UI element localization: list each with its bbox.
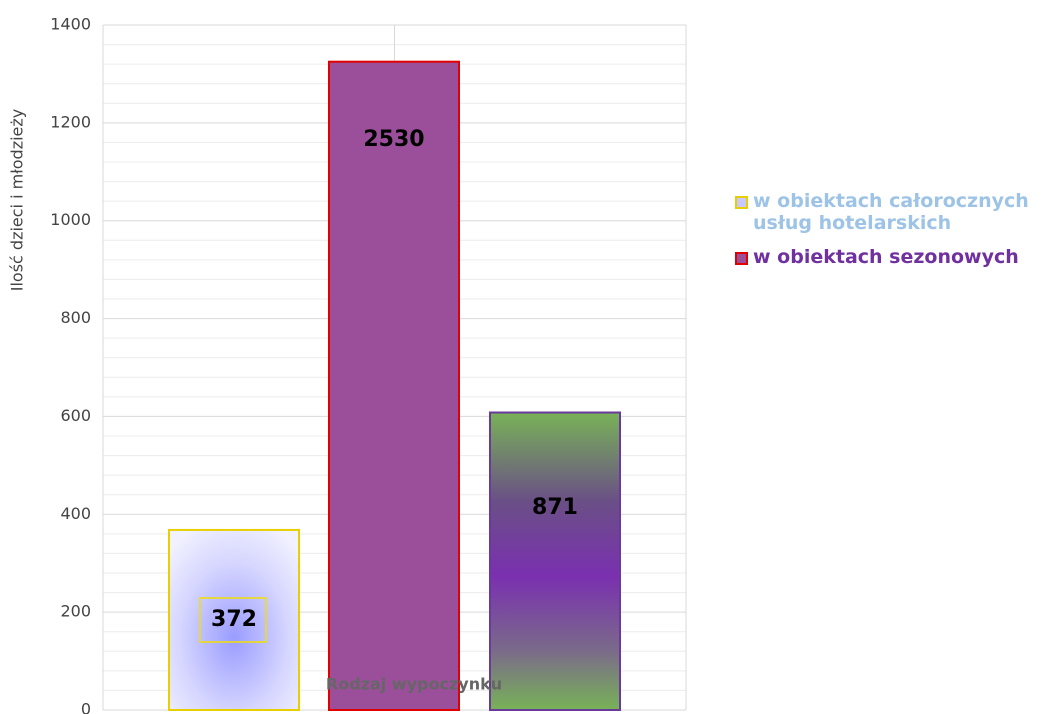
bar — [168, 528, 300, 712]
legend-swatch — [735, 252, 748, 265]
bar — [489, 411, 621, 711]
y-tick-label: 0 — [81, 700, 91, 714]
legend: w obiektach całorocznych usług hotelarsk… — [735, 190, 1055, 280]
data-label: 871 — [532, 495, 578, 520]
y-tick-label: 800 — [60, 308, 91, 327]
y-tick-label: 200 — [60, 602, 91, 621]
y-axis-title: Ilość dzieci i młodzieży — [8, 109, 27, 292]
y-tick-label: 1400 — [50, 15, 91, 34]
legend-swatch — [735, 196, 748, 209]
legend-label: w obiektach sezonowych — [753, 246, 1019, 268]
x-axis-title: Rodzaj wypoczynku — [326, 675, 502, 694]
y-tick-label: 400 — [60, 504, 91, 523]
bar — [328, 60, 460, 712]
legend-item: w obiektach sezonowych — [735, 246, 1055, 268]
data-label: 2530 — [363, 127, 424, 152]
y-tick-label: 1200 — [50, 112, 91, 131]
legend-label: w obiektach całorocznych usług hotelarsk… — [753, 190, 1029, 234]
legend-item: w obiektach całorocznych usług hotelarsk… — [735, 190, 1055, 234]
y-tick-label: 1000 — [50, 210, 91, 229]
data-label: 372 — [211, 607, 257, 632]
y-tick-label: 600 — [60, 406, 91, 425]
label-box — [199, 597, 267, 643]
